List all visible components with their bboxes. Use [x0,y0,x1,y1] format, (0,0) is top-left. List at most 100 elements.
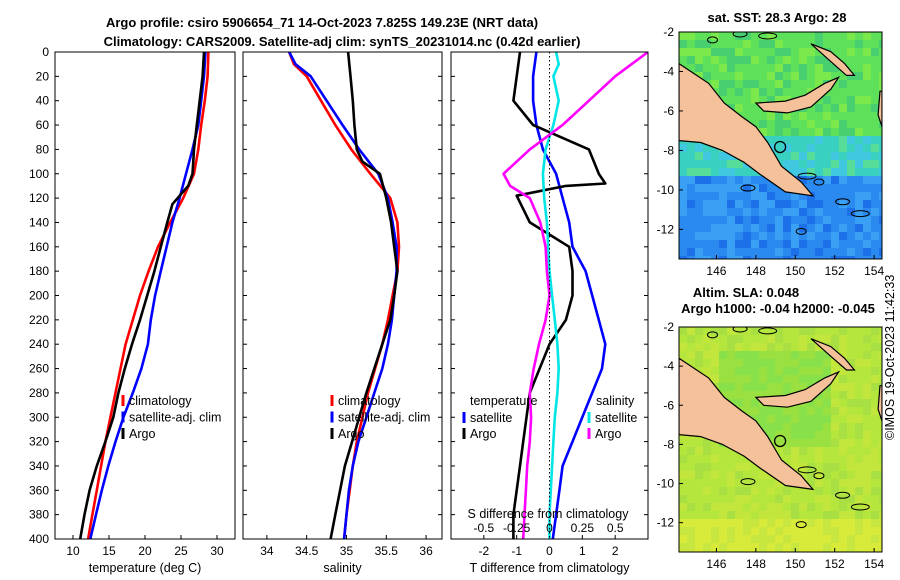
map-sla-cell [839,367,848,376]
map-sla-cell [847,535,856,544]
difference-xtick-label: -2 [478,544,489,558]
map-sst-cell [767,32,776,41]
map-sla-cell [783,335,792,344]
map-sst-cell [719,48,728,57]
map-sst-cell [711,64,720,73]
difference-xtick-label: -1 [511,544,522,558]
map-sla-cell [831,415,840,424]
map-sla-cell [799,455,808,464]
map-sla-cell [775,487,784,496]
map-sst-cell [775,120,784,129]
map-sst-cell [799,112,808,121]
map-sla-cell [847,367,856,376]
map-sla-cell [719,535,728,544]
map-sst-cell [687,176,696,185]
map-sla-cell [791,519,800,528]
map-sla-cell [831,335,840,344]
map-sst-cell [807,184,816,193]
map-sst-cell [823,200,832,209]
map-sst-cell [719,176,728,185]
map-sst-cell [775,208,784,217]
map-sla-cell [831,423,840,432]
map-sst-cell [759,72,768,81]
map-sst-cell [783,192,792,201]
map-sla-cell [815,495,824,504]
map-sst-cell [855,72,864,81]
map-sla-cell [775,367,784,376]
map-sla-cell [719,503,728,512]
map-sla-cell [855,439,864,448]
map-sla-cell [791,407,800,416]
map-sla-cell [823,535,832,544]
map-sla-cell [687,327,696,336]
difference-x2tick-label: -0.5 [473,521,494,535]
map-sst-cell [775,80,784,89]
map-sst-cell [839,72,848,81]
map-sla-cell [791,527,800,536]
map-sla-cell [855,543,864,552]
map-sst-cell [815,184,824,193]
map-sla-cell [687,447,696,456]
map-sla-cell [727,463,736,472]
map-sla-cell [719,455,728,464]
map-sla-cell [871,535,880,544]
map-sla-cell [791,431,800,440]
map-sst-cell [847,224,856,233]
map-sla-cell [823,407,832,416]
map-sst-cell [847,216,856,225]
map-sst-cell [719,32,728,41]
map-sla-cell [799,407,808,416]
map-sst-cell [871,240,880,249]
map-sst-cell [823,216,832,225]
map-sla-cell [711,367,720,376]
map-sst-cell [871,56,880,65]
map-sla-cell [831,519,840,528]
map-sla-cell [703,367,712,376]
map-sst-cell [807,80,816,89]
map-sst-cell [831,128,840,137]
map-sst-cell [783,200,792,209]
map-sla-cell [783,431,792,440]
map-sla-cell [823,455,832,464]
map-sst-cell [839,240,848,249]
map-sla-cell [703,327,712,336]
map-sla-cell [687,439,696,448]
map-sst-cell [791,248,800,257]
map-sst-cell [711,248,720,257]
map-sst-cell [815,72,824,81]
map-sst-cell [871,48,880,57]
map-sst-cell [727,72,736,81]
map-sst-cell [855,40,864,49]
argo-position-marker [773,140,787,154]
map-sla-cell [783,383,792,392]
map-sst-cell [871,88,880,97]
difference-legend-label: satellite [595,411,637,425]
map-sst-cell [879,48,882,57]
map-sla-cell [839,391,848,400]
map-sst-cell [823,120,832,129]
map-sla-cell [679,455,688,464]
map-sst-cell [743,88,752,97]
map-sst-cell [871,136,880,145]
map-sst-cell [863,184,872,193]
map-sla-cell [871,343,880,352]
map-sst-cell [759,112,768,121]
map-sla-cell [799,495,808,504]
map-sst-cell [799,48,808,57]
map-sst-cell [687,168,696,177]
map-sla-cell [719,471,728,480]
map-sst-cell [703,40,712,49]
map-sla-cell [695,327,704,336]
map-sst-cell [743,112,752,121]
map-sst-cell [823,72,832,81]
map-sst-cell [815,160,824,169]
map-sla-cell [847,471,856,480]
map-sla-cell [815,367,824,376]
map-sst-cell [711,80,720,89]
map-sst-cell [759,208,768,217]
map-sla-cell [863,535,872,544]
map-sst-cell [879,32,882,41]
map-sla-cell [879,455,882,464]
map-sst-cell [687,32,696,41]
map-sst-cell [759,80,768,89]
